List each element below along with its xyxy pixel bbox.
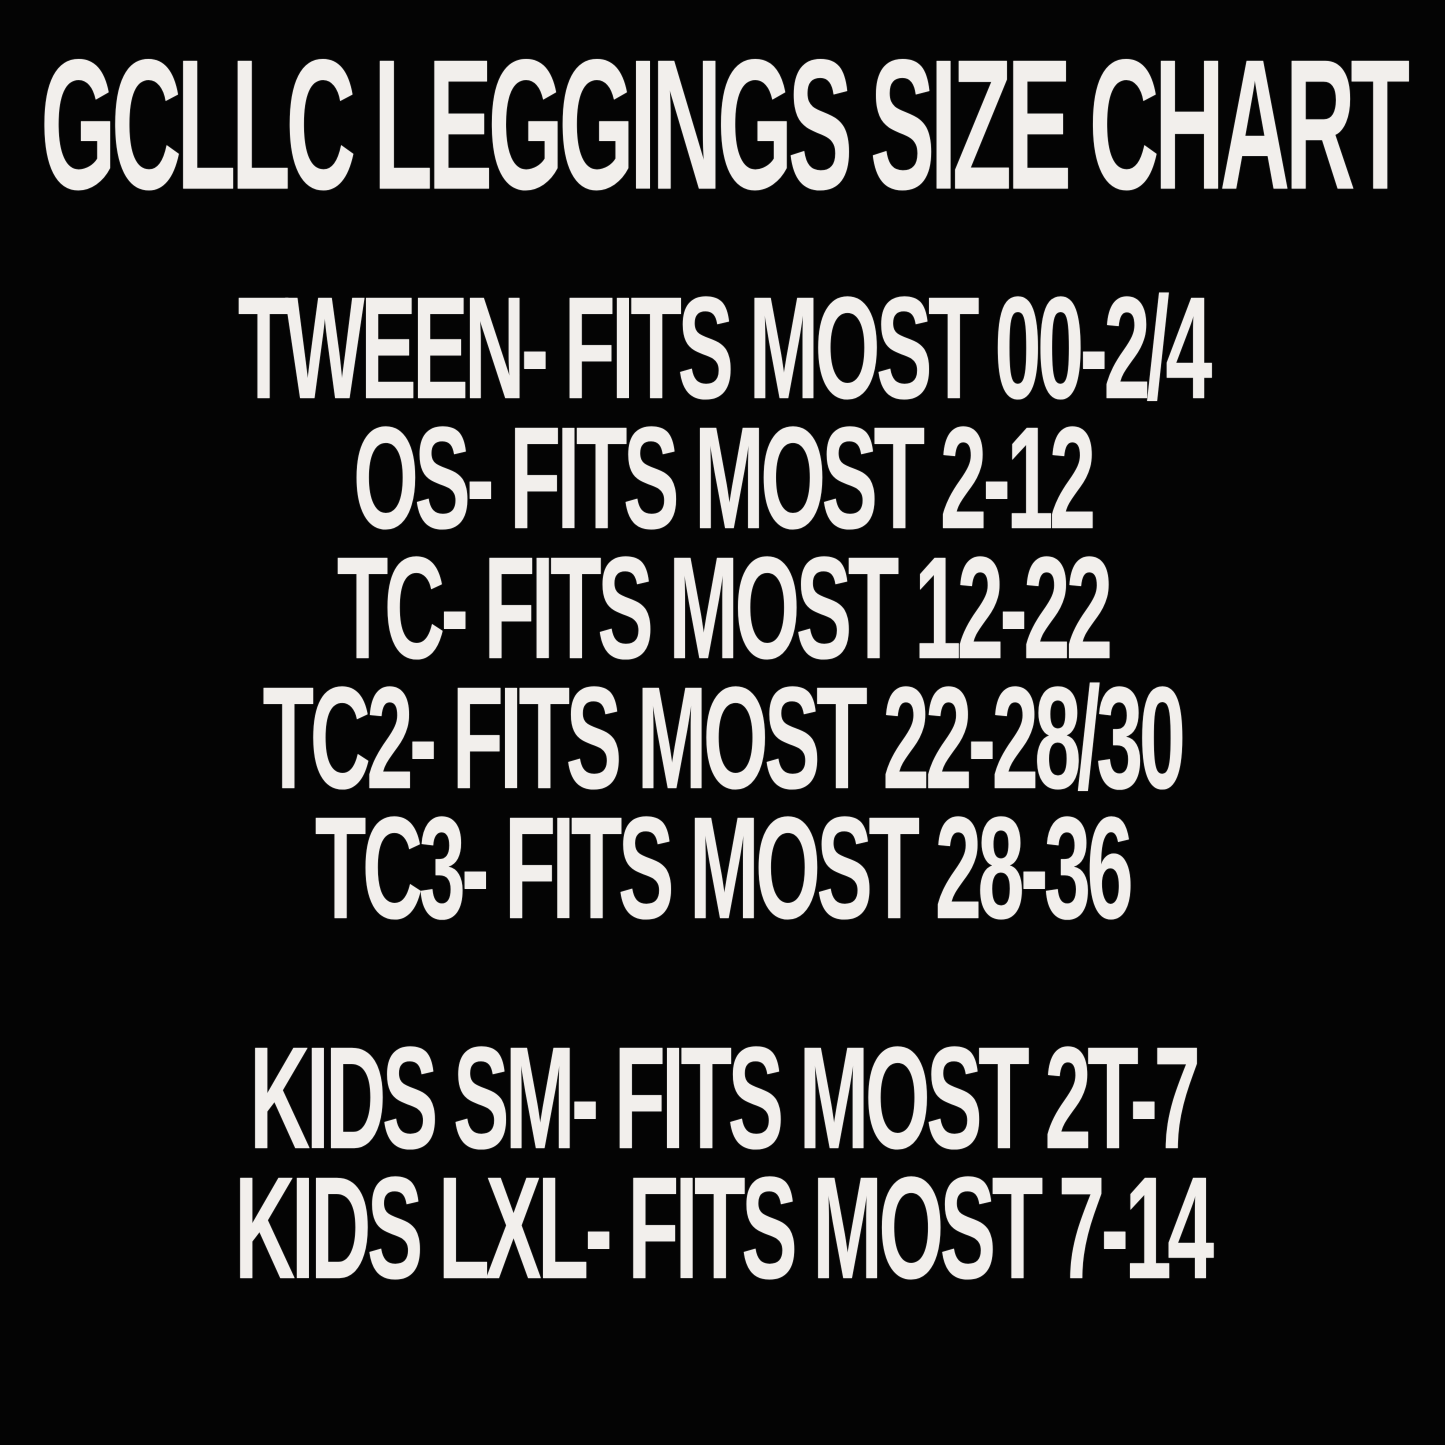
size-row-kids-lxl-text: KIDS LXL- FITS MOST 7-14 (234, 1145, 1215, 1309)
size-row-tc3-text: TC3- FITS MOST 28-36 (315, 785, 1134, 949)
size-row-os: OS- FITS MOST 2-12 (0, 395, 1445, 558)
size-row-tween: TWEEN- FITS MOST 00-2/4 (0, 265, 1445, 428)
size-row-tween-text: TWEEN- FITS MOST 00-2/4 (237, 265, 1211, 429)
size-row-kids-lxl: KIDS LXL- FITS MOST 7-14 (0, 1145, 1445, 1308)
size-row-tc3: TC3- FITS MOST 28-36 (0, 785, 1445, 948)
size-row-kids-sm-text: KIDS SM- FITS MOST 2T-7 (249, 1015, 1200, 1179)
size-row-tc-text: TC- FITS MOST 12-22 (336, 525, 1113, 689)
size-rows: TWEEN- FITS MOST 00-2/4 OS- FITS MOST 2-… (0, 265, 1445, 1308)
size-row-os-text: OS- FITS MOST 2-12 (353, 395, 1096, 559)
size-row-tc: TC- FITS MOST 12-22 (0, 525, 1445, 688)
size-row-tc2: TC2- FITS MOST 22-28/30 (0, 655, 1445, 818)
size-row-kids-sm: KIDS SM- FITS MOST 2T-7 (0, 1015, 1445, 1178)
poster-title-row: GCLLC LEGGINGS SIZE CHART (0, 0, 1445, 230)
size-row-tc2-text: TC2- FITS MOST 22-28/30 (263, 655, 1186, 819)
page-title: GCLLC LEGGINGS SIZE CHART (40, 21, 1410, 229)
